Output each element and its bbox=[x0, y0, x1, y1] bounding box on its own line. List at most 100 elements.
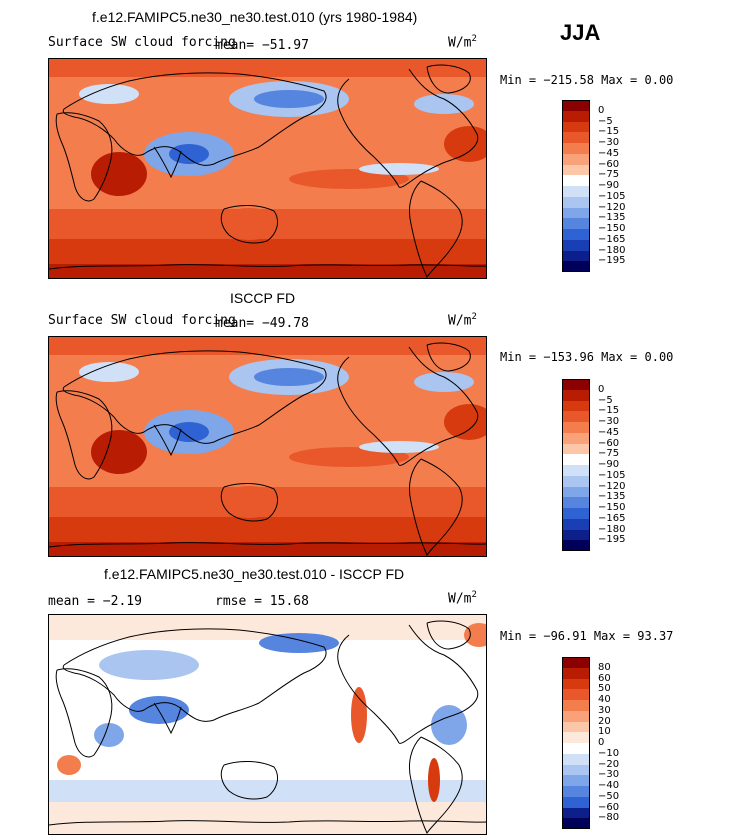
colorbar-level-label: −150 bbox=[598, 502, 626, 513]
colorbar-level-label: 20 bbox=[598, 715, 611, 727]
field-europe-cloud bbox=[79, 84, 139, 104]
panel-3-map-svg bbox=[49, 615, 486, 834]
colorbar-level-label: −60 bbox=[598, 437, 620, 449]
colorbar-level-label: −40 bbox=[598, 780, 620, 791]
colorbar-swatch bbox=[562, 100, 590, 111]
colorbar-level-label: 50 bbox=[598, 683, 611, 695]
field-africa-dry bbox=[91, 152, 147, 196]
coastline-path bbox=[398, 624, 479, 744]
coastline-path bbox=[153, 424, 182, 457]
field-npacific-core bbox=[254, 90, 324, 108]
colorbar-swatch bbox=[562, 818, 590, 829]
panel-1-variable: Surface SW cloud forcing bbox=[48, 35, 236, 50]
coastline-path bbox=[220, 205, 278, 244]
colorbar-swatch bbox=[562, 540, 590, 551]
colorbar-swatch bbox=[562, 132, 590, 143]
panel-3-minmax: Min = −96.91 Max = 93.37 bbox=[500, 629, 674, 643]
colorbar-swatch bbox=[562, 529, 590, 541]
units-text: W/m bbox=[448, 35, 472, 51]
colorbar-swatch bbox=[562, 743, 590, 754]
field-africa-neg bbox=[94, 723, 124, 747]
coastline-path bbox=[337, 78, 400, 188]
field-natlantic-cloud bbox=[414, 94, 474, 114]
colorbar-level-label: −90 bbox=[598, 180, 620, 191]
coastline-path bbox=[426, 64, 471, 94]
panel-2-colorbar: 0 −5 −15 −30 −45 −60 −75 −90 −105 −120 −135 −150 −16… bbox=[562, 379, 652, 551]
coastline-path bbox=[220, 483, 278, 522]
coastlines bbox=[49, 64, 486, 278]
coastline-path bbox=[426, 620, 471, 650]
colorbar-swatch bbox=[562, 710, 590, 722]
field-arctic-band bbox=[49, 59, 486, 77]
colorbar-level-label: −165 bbox=[598, 512, 626, 524]
colorbar-swatch bbox=[562, 207, 590, 219]
panel-1-map bbox=[48, 58, 487, 279]
panel-1-mean: mean= −51.97 bbox=[215, 38, 309, 53]
colorbar-level-label: −30 bbox=[598, 137, 620, 148]
field-antarctic-band bbox=[49, 264, 486, 278]
panel-2-title: ISCCP FD bbox=[230, 290, 296, 306]
colorbar-level-label: −105 bbox=[598, 190, 626, 202]
coastline-path bbox=[55, 112, 113, 202]
field-itcz bbox=[359, 163, 439, 175]
colorbar-swatch bbox=[562, 379, 590, 390]
colorbar-swatch bbox=[562, 389, 590, 401]
colorbar-swatch bbox=[562, 678, 590, 690]
coastline-path bbox=[220, 761, 278, 800]
colorbar-swatch bbox=[562, 796, 590, 808]
field-namibia-pos bbox=[57, 755, 81, 775]
colorbar-level-label: −180 bbox=[598, 244, 626, 256]
panel-2-variable: Surface SW cloud forcing bbox=[48, 313, 236, 328]
panel-2-units: W/m2 bbox=[448, 312, 477, 328]
colorbar-swatch bbox=[562, 764, 590, 776]
field-npacific-neg bbox=[259, 633, 339, 653]
colorbar-level-label: −45 bbox=[598, 147, 620, 159]
colorbar-swatch bbox=[562, 689, 590, 700]
units-sup: 2 bbox=[471, 312, 477, 322]
field-southern-neg bbox=[49, 780, 486, 802]
coastlines bbox=[49, 620, 486, 834]
colorbar-level-label: −80 bbox=[598, 812, 620, 824]
panel-2-map bbox=[48, 336, 487, 557]
colorbar-level-label: −120 bbox=[598, 480, 626, 492]
coastline-path bbox=[337, 356, 400, 466]
field-natlantic-cloud bbox=[414, 372, 474, 392]
panel-1-title: f.e12.FAMIPC5.ne30_ne30.test.010 (yrs 19… bbox=[92, 9, 418, 25]
colorbar-swatch bbox=[562, 443, 590, 455]
colorbar-level-label: 60 bbox=[598, 672, 611, 684]
colorbar-level-label: −75 bbox=[598, 448, 620, 460]
panel-3-map bbox=[48, 614, 487, 835]
colorbar-level-label: 30 bbox=[598, 704, 611, 716]
field-monsoon-core bbox=[169, 422, 209, 442]
field-peru-pos bbox=[428, 758, 440, 802]
panel-1-units: W/m2 bbox=[448, 34, 477, 50]
colorbar-swatch bbox=[562, 475, 590, 487]
colorbar-swatch bbox=[562, 807, 590, 819]
coastline-path bbox=[49, 820, 486, 826]
colorbar-swatch bbox=[562, 454, 590, 465]
colorbar-swatch bbox=[562, 486, 590, 498]
colorbar-level-label: −5 bbox=[598, 115, 613, 127]
colorbar-swatch bbox=[562, 250, 590, 262]
coastline-path bbox=[153, 702, 182, 735]
field-samerica-neg bbox=[431, 705, 467, 745]
colorbar-level-label: −5 bbox=[598, 394, 613, 406]
colorbar-level-label: −90 bbox=[598, 459, 620, 470]
colorbar-level-label: −10 bbox=[598, 747, 620, 759]
colorbar-level-label: −30 bbox=[598, 416, 620, 427]
field-southern-ocean bbox=[49, 239, 486, 264]
coastline-path bbox=[408, 736, 463, 834]
field-antarctic-band bbox=[49, 542, 486, 556]
coastline-path bbox=[398, 346, 479, 466]
colorbar-swatch bbox=[562, 657, 590, 668]
colorbar-level-label: −45 bbox=[598, 426, 620, 438]
colorbar-swatch bbox=[562, 186, 590, 197]
colorbar-level-label: 80 bbox=[598, 661, 611, 673]
colorbar-swatch bbox=[562, 143, 590, 154]
coastline-path bbox=[408, 458, 463, 556]
colorbar-level-label: −135 bbox=[598, 491, 626, 503]
colorbar-level-label: 0 bbox=[598, 383, 605, 395]
panel-2-minmax: Min = −153.96 Max = 0.00 bbox=[500, 350, 674, 364]
colorbar-swatch bbox=[562, 508, 590, 519]
colorbar-level-label: 10 bbox=[598, 726, 611, 738]
